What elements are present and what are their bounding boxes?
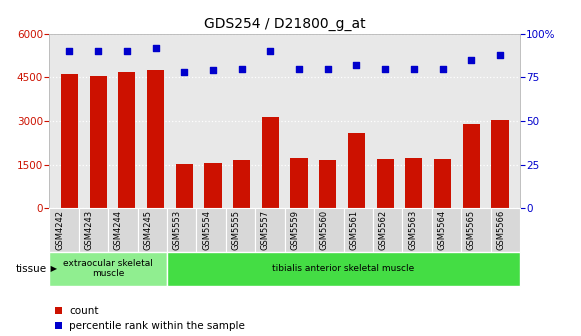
- Point: [323, 66, 332, 71]
- Point: [209, 68, 218, 73]
- Text: GSM4245: GSM4245: [144, 210, 152, 250]
- Bar: [290, 158, 308, 208]
- Bar: [261, 117, 279, 208]
- Text: GSM4244: GSM4244: [114, 210, 123, 250]
- Bar: [434, 159, 451, 208]
- Bar: [175, 164, 193, 208]
- Point: [381, 66, 390, 71]
- Text: GSM5555: GSM5555: [232, 210, 241, 250]
- Bar: [119, 72, 135, 208]
- Point: [237, 66, 246, 71]
- Text: GSM5564: GSM5564: [437, 210, 446, 250]
- Text: tissue: tissue: [15, 264, 46, 274]
- Point: [352, 62, 361, 68]
- Text: GSM5554: GSM5554: [202, 210, 211, 250]
- Bar: [405, 158, 422, 208]
- Point: [266, 48, 275, 54]
- Title: GDS254 / D21800_g_at: GDS254 / D21800_g_at: [204, 17, 365, 31]
- Point: [180, 69, 189, 75]
- Point: [122, 48, 131, 54]
- Point: [295, 66, 304, 71]
- Point: [467, 57, 476, 62]
- Text: GSM5559: GSM5559: [290, 210, 299, 250]
- Point: [94, 48, 103, 54]
- Text: GSM5563: GSM5563: [408, 210, 417, 250]
- Point: [438, 66, 447, 71]
- Text: GSM5553: GSM5553: [173, 210, 182, 250]
- Bar: [205, 163, 221, 208]
- Bar: [348, 133, 365, 208]
- Text: GSM5566: GSM5566: [496, 210, 505, 250]
- Point: [409, 66, 418, 71]
- Text: GSM5560: GSM5560: [320, 210, 329, 250]
- Point: [151, 45, 160, 50]
- Point: [495, 52, 504, 57]
- Bar: [319, 160, 336, 208]
- Text: GSM5562: GSM5562: [379, 210, 388, 250]
- Bar: [462, 124, 480, 208]
- Text: GSM5561: GSM5561: [349, 210, 358, 250]
- Bar: [492, 120, 508, 208]
- Text: ▶: ▶: [48, 264, 57, 273]
- Text: GSM4242: GSM4242: [55, 210, 64, 250]
- Bar: [233, 160, 250, 208]
- Bar: [89, 76, 107, 208]
- Text: extraocular skeletal
muscle: extraocular skeletal muscle: [63, 259, 153, 279]
- Bar: [61, 74, 78, 208]
- Text: count: count: [69, 306, 99, 316]
- Text: GSM5557: GSM5557: [261, 210, 270, 250]
- Bar: [147, 70, 164, 208]
- Text: GSM4243: GSM4243: [84, 210, 94, 250]
- Text: GSM5565: GSM5565: [467, 210, 476, 250]
- Bar: [376, 159, 394, 208]
- Text: percentile rank within the sample: percentile rank within the sample: [69, 321, 245, 331]
- Text: tibialis anterior skeletal muscle: tibialis anterior skeletal muscle: [272, 264, 415, 273]
- Point: [65, 48, 74, 54]
